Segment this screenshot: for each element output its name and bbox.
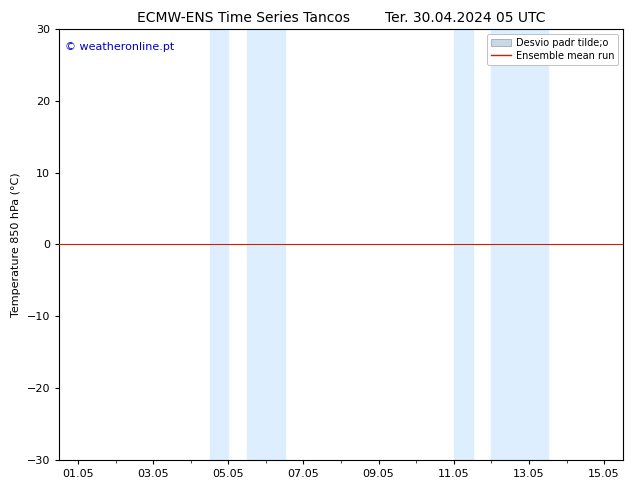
Bar xyxy=(454,29,472,460)
Title: ECMW-ENS Time Series Tancos        Ter. 30.04.2024 05 UTC: ECMW-ENS Time Series Tancos Ter. 30.04.2… xyxy=(137,11,545,25)
Bar xyxy=(247,29,285,460)
Legend: Desvio padr tilde;o, Ensemble mean run: Desvio padr tilde;o, Ensemble mean run xyxy=(488,34,618,65)
Y-axis label: Temperature 850 hPa (°C): Temperature 850 hPa (°C) xyxy=(11,172,21,317)
Bar xyxy=(209,29,228,460)
Bar xyxy=(491,29,548,460)
Text: © weatheronline.pt: © weatheronline.pt xyxy=(65,42,174,52)
